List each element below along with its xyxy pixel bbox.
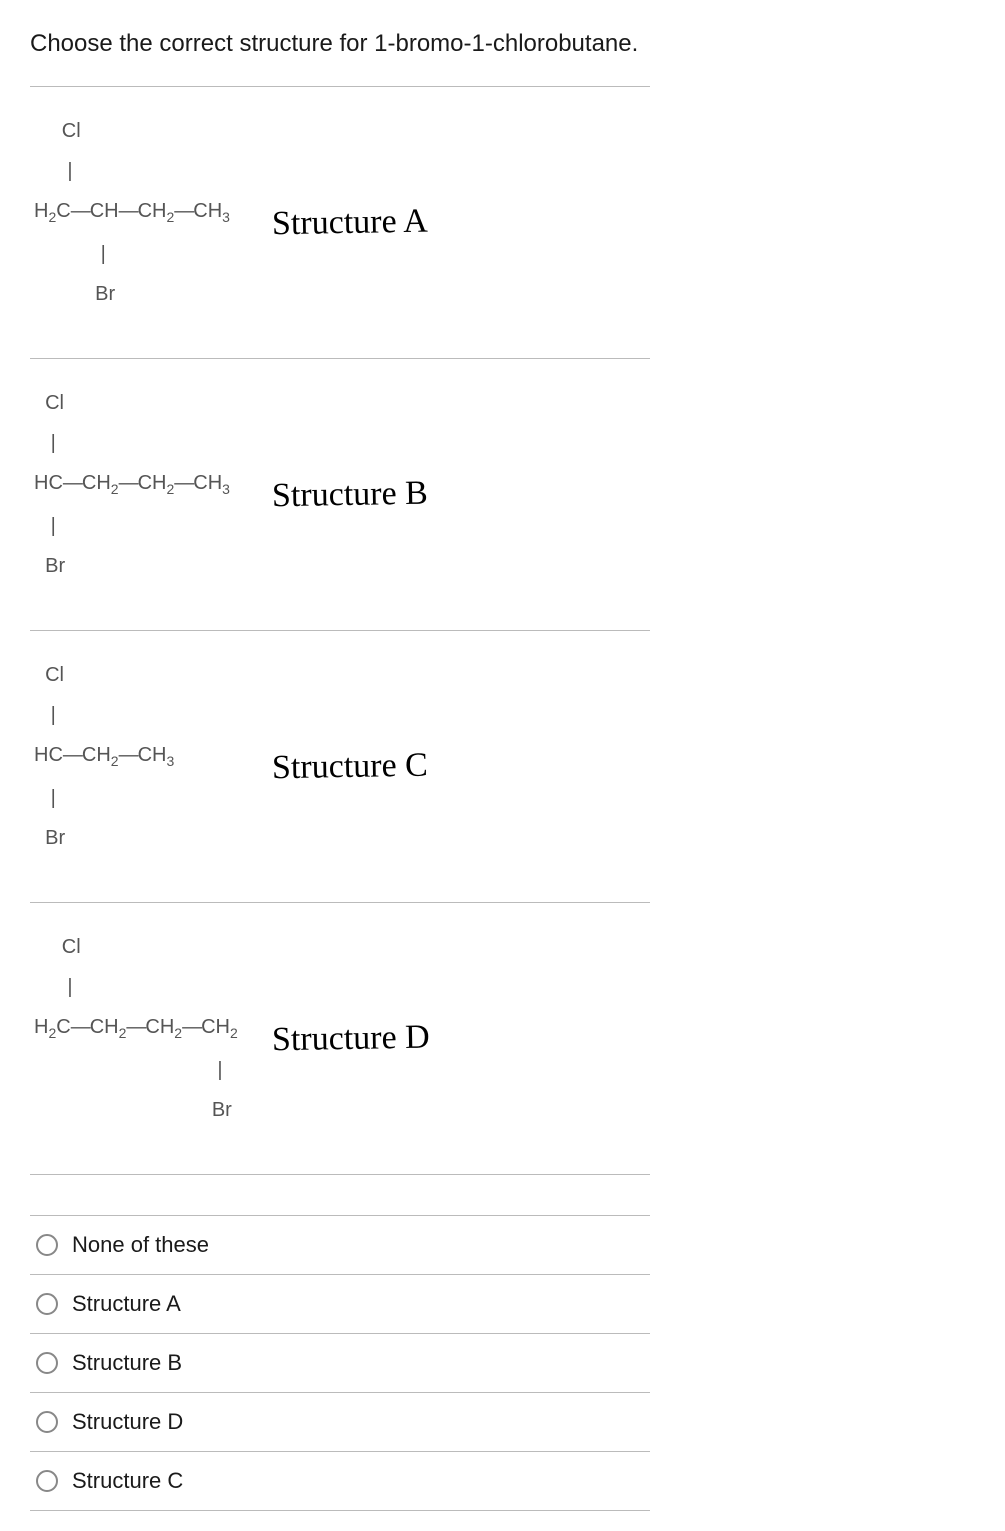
formula-a-main: H2C—CH—CH2—CH3 xyxy=(34,201,264,224)
option-a[interactable]: Structure A xyxy=(30,1275,650,1334)
radio-icon[interactable] xyxy=(36,1470,58,1492)
formula-b-l2: | xyxy=(34,433,264,453)
formula-a-l5: Br xyxy=(34,284,264,304)
formula-c-main: HC—CH2—CH3 xyxy=(34,745,264,768)
formula-d-main: H2C—CH2—CH2—CH2 xyxy=(34,1017,264,1040)
formula-d-l4: | xyxy=(34,1060,264,1080)
structure-row-c: Cl | HC—CH2—CH3 | Br Structure C xyxy=(30,631,650,903)
formula-a-l4: | xyxy=(34,244,264,264)
option-b[interactable]: Structure B xyxy=(30,1334,650,1393)
radio-icon[interactable] xyxy=(36,1352,58,1374)
structure-row-a: Cl | H2C—CH—CH2—CH3 | Br Structure A xyxy=(30,87,650,359)
option-d[interactable]: Structure D xyxy=(30,1393,650,1452)
structure-row-b: Cl | HC—CH2—CH2—CH3 | Br Structure B xyxy=(30,359,650,631)
structure-row-d: Cl | H2C—CH2—CH2—CH2 | Br Structure D xyxy=(30,903,650,1174)
option-label: Structure A xyxy=(72,1291,181,1317)
option-none[interactable]: None of these xyxy=(30,1216,650,1275)
question-page: Choose the correct structure for 1-bromo… xyxy=(0,0,680,1531)
formula-c-l4: | xyxy=(34,788,264,808)
formula-d-l5: Br xyxy=(34,1100,264,1120)
formula-d-l2: | xyxy=(34,977,264,997)
handwritten-label-a: Structure A xyxy=(264,202,428,243)
formula-c: Cl | HC—CH2—CH3 | Br xyxy=(34,645,264,888)
formula-a-l2: | xyxy=(34,161,264,181)
formula-b-main: HC—CH2—CH2—CH3 xyxy=(34,473,264,496)
option-label: Structure C xyxy=(72,1468,183,1494)
radio-icon[interactable] xyxy=(36,1234,58,1256)
handwritten-label-b: Structure B xyxy=(264,474,428,515)
radio-icon[interactable] xyxy=(36,1293,58,1315)
option-label: Structure D xyxy=(72,1409,183,1435)
formula-d: Cl | H2C—CH2—CH2—CH2 | Br xyxy=(34,917,264,1160)
structures-block: Cl | H2C—CH—CH2—CH3 | Br Structure A Cl … xyxy=(30,86,650,1175)
handwritten-label-c: Structure C xyxy=(264,746,428,787)
formula-a: Cl | H2C—CH—CH2—CH3 | Br xyxy=(34,101,264,344)
radio-icon[interactable] xyxy=(36,1411,58,1433)
formula-b: Cl | HC—CH2—CH2—CH3 | Br xyxy=(34,373,264,616)
formula-c-l2: | xyxy=(34,705,264,725)
handwritten-label-d: Structure D xyxy=(264,1018,430,1059)
formula-a-l1: Cl xyxy=(34,121,264,141)
formula-c-l1: Cl xyxy=(34,665,264,685)
option-c[interactable]: Structure C xyxy=(30,1452,650,1511)
formula-b-l4: | xyxy=(34,516,264,536)
option-label: Structure B xyxy=(72,1350,182,1376)
option-label: None of these xyxy=(72,1232,209,1258)
answer-options: None of these Structure A Structure B St… xyxy=(30,1215,650,1511)
formula-c-l5: Br xyxy=(34,828,264,848)
question-text: Choose the correct structure for 1-bromo… xyxy=(30,30,650,58)
formula-b-l5: Br xyxy=(34,556,264,576)
formula-b-l1: Cl xyxy=(34,393,264,413)
formula-d-l1: Cl xyxy=(34,937,264,957)
